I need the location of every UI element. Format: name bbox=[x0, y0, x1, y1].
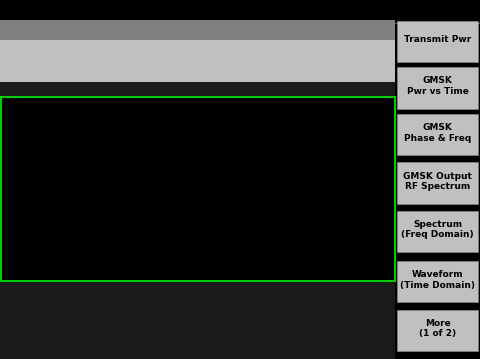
Text: GMSK
Phase & Freq: GMSK Phase & Freq bbox=[404, 123, 471, 143]
Text: Averages: 50: Averages: 50 bbox=[201, 64, 271, 74]
Text: 700.00 μs: 700.00 μs bbox=[344, 264, 392, 273]
FancyBboxPatch shape bbox=[374, 24, 384, 37]
Text: PASS: PASS bbox=[292, 64, 320, 74]
Text: GMSK Output
RF Spectrum: GMSK Output RF Spectrum bbox=[403, 172, 472, 191]
Text: Max Pt: 21.71 dBm    Min Pt: 4.96 dBm: Max Pt: 21.71 dBm Min Pt: 4.96 dBm bbox=[153, 327, 371, 337]
Text: Res BW 500.000 kHz: Res BW 500.000 kHz bbox=[36, 275, 133, 284]
Text: S: S bbox=[376, 25, 382, 34]
Text: MaxP: MaxP bbox=[3, 151, 23, 160]
FancyBboxPatch shape bbox=[338, 24, 348, 37]
Text: RF Envelope: RF Envelope bbox=[154, 99, 241, 112]
Text: Transmit Power: Transmit Power bbox=[5, 64, 93, 74]
Text: R: R bbox=[340, 25, 346, 34]
FancyBboxPatch shape bbox=[192, 61, 280, 77]
FancyBboxPatch shape bbox=[396, 67, 478, 108]
FancyBboxPatch shape bbox=[396, 20, 478, 62]
Text: E-GSM: E-GSM bbox=[130, 64, 161, 74]
Text: 0.00 μs: 0.00 μs bbox=[36, 264, 73, 273]
FancyBboxPatch shape bbox=[396, 309, 478, 351]
Text: points @ 200.00 ns: points @ 200.00 ns bbox=[295, 275, 392, 284]
Text: Above Threshold: Above Threshold bbox=[5, 297, 85, 306]
FancyBboxPatch shape bbox=[396, 211, 478, 252]
Text: Trig: Trig bbox=[3, 243, 23, 252]
FancyBboxPatch shape bbox=[362, 24, 372, 37]
Text: Waveform
(Time Domain): Waveform (Time Domain) bbox=[400, 270, 475, 290]
Text: Mean Transmit Pwr: 19.40 dBm: Mean Transmit Pwr: 19.40 dBm bbox=[153, 313, 317, 323]
Text: 18.57 dBm: 18.57 dBm bbox=[5, 321, 103, 339]
Text: BTS    Ch Freq 960.000 MHz   TSC Auto: BTS Ch Freq 960.000 MHz TSC Auto bbox=[5, 46, 236, 56]
Text: Amplitude Threshold 13.52 dBm: Amplitude Threshold 13.52 dBm bbox=[153, 285, 324, 295]
Text: ExtAt: ExtAt bbox=[3, 178, 28, 187]
FancyBboxPatch shape bbox=[350, 24, 360, 37]
Text: Agilent 05/28/10 17:41:43: Agilent 05/28/10 17:41:43 bbox=[14, 25, 161, 35]
Text: 19.5: 19.5 bbox=[3, 161, 24, 170]
Text: Transmit Pwr: Transmit Pwr bbox=[404, 35, 471, 44]
Text: GMSK
Pwr vs Time: GMSK Pwr vs Time bbox=[407, 76, 468, 96]
Text: T: T bbox=[364, 25, 370, 34]
Text: Spectrum
(Freq Domain): Spectrum (Freq Domain) bbox=[401, 220, 474, 239]
Text: More
(1 of 2): More (1 of 2) bbox=[419, 319, 456, 338]
Text: Mean Transmit Power: Mean Transmit Power bbox=[5, 285, 133, 295]
Text: Ref 30.00 dBm: Ref 30.00 dBm bbox=[3, 99, 73, 108]
Text: Current Data: Current Data bbox=[153, 298, 239, 311]
Text: *: * bbox=[4, 23, 11, 37]
Text: EDGE w/GSM: EDGE w/GSM bbox=[166, 25, 229, 35]
Text: L: L bbox=[352, 25, 358, 34]
FancyBboxPatch shape bbox=[285, 61, 327, 77]
FancyBboxPatch shape bbox=[396, 261, 478, 302]
Text: 10.00: 10.00 bbox=[3, 112, 30, 121]
Text: 0.0: 0.0 bbox=[3, 188, 19, 197]
Text: Samples 3501: Samples 3501 bbox=[165, 275, 230, 284]
Text: Thresh Pts:  3501: Thresh Pts: 3501 bbox=[5, 338, 105, 348]
FancyBboxPatch shape bbox=[396, 162, 478, 204]
Text: Measure: Measure bbox=[409, 11, 466, 24]
Text: Err: Err bbox=[189, 84, 206, 94]
Text: dB/: dB/ bbox=[3, 122, 19, 131]
FancyBboxPatch shape bbox=[396, 114, 478, 155]
Text: Free: Free bbox=[3, 254, 23, 263]
